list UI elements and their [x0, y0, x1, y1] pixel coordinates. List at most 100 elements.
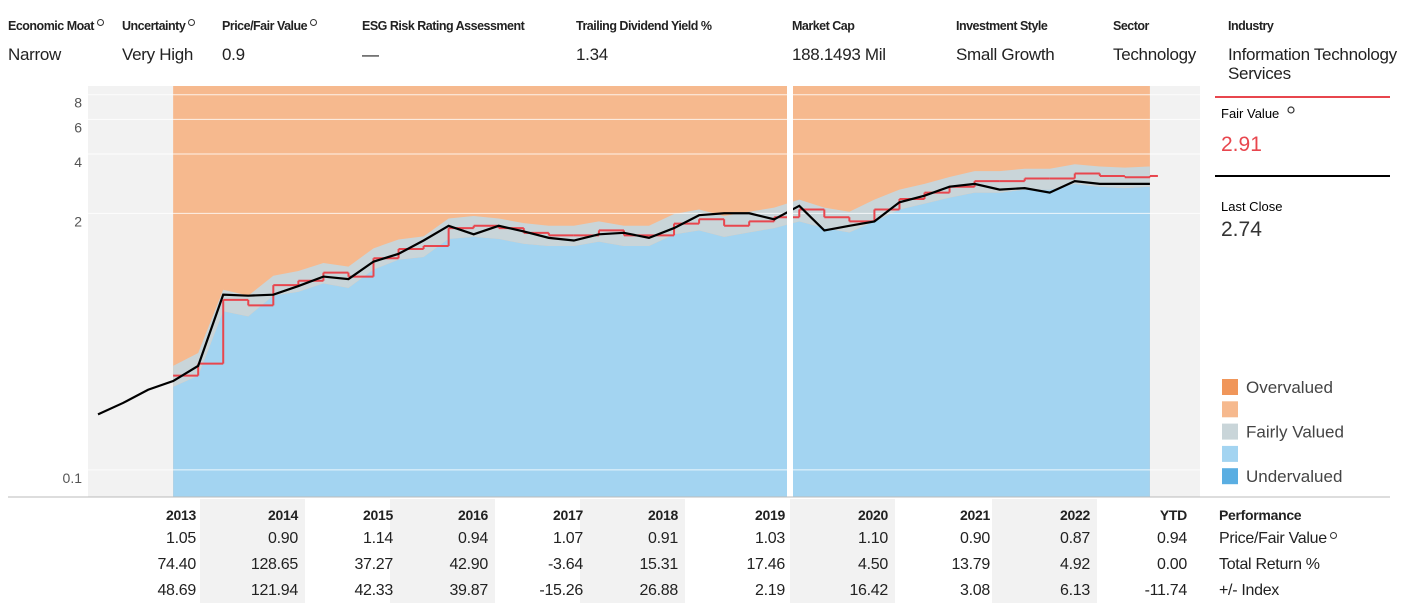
table-cell: 15.31 [639, 556, 678, 573]
table-cell: 4.92 [1060, 556, 1090, 573]
y-tick-label: 6 [74, 119, 82, 135]
table-cell: 0.90 [960, 530, 990, 547]
header-label: Uncertainty [122, 19, 196, 33]
table-cell: 37.27 [354, 556, 393, 573]
row-label: Price/Fair Value [1219, 530, 1337, 548]
header-label: Economic Moat [8, 19, 104, 33]
y-tick-label: 4 [74, 154, 82, 170]
y-tick-label: 0.1 [63, 470, 83, 486]
table-cell: 13.79 [951, 556, 990, 573]
legend-swatch [1222, 379, 1238, 395]
table-cell: 0.94 [1157, 530, 1187, 547]
table-cell: 26.88 [639, 582, 678, 599]
table-cell: 1.10 [858, 530, 888, 547]
table-cell: 0.94 [458, 530, 488, 547]
column-header: 2015 [363, 507, 393, 523]
column-shade [200, 499, 305, 603]
header-label: Market Cap [792, 19, 855, 33]
header-value: Very High [122, 45, 194, 64]
valuation-band [173, 183, 1150, 497]
header-label: Trailing Dividend Yield % [576, 19, 712, 33]
table-cell: 128.65 [250, 556, 298, 573]
table-cell: -11.74 [1144, 582, 1188, 599]
table-cell: 0.90 [268, 530, 298, 547]
legend-swatch [1222, 423, 1238, 440]
column-header: 2022 [1060, 507, 1090, 523]
column-shade [992, 499, 1097, 603]
header-label: Investment Style [956, 19, 1048, 33]
table-cell: 0.91 [648, 530, 678, 547]
legend-swatch [1222, 445, 1238, 462]
table-cell: 0.00 [1157, 556, 1187, 573]
table-cell: 4.50 [858, 556, 888, 573]
table-cell: 42.33 [354, 582, 393, 599]
row-label: +/- Index [1219, 582, 1280, 599]
table-title: Performance [1219, 507, 1302, 523]
info-icon [310, 19, 318, 26]
header-value: — [362, 45, 379, 64]
last-close: 2.74 [1221, 218, 1262, 241]
header-label: Price/Fair Value [222, 19, 318, 33]
column-shade [580, 499, 685, 603]
header-value: Information Technology Services [1228, 45, 1397, 83]
table-cell: 1.07 [553, 530, 583, 547]
header-value: Narrow [8, 45, 61, 64]
row-label: Total Return % [1219, 556, 1320, 573]
header-value: 188.1493 Mil [792, 45, 886, 64]
header-value: Technology [1113, 45, 1197, 64]
fair-value-label: Fair Value [1221, 106, 1279, 121]
gap-divider [787, 86, 793, 497]
table-cell: 6.13 [1060, 582, 1090, 599]
table-cell: 74.40 [157, 556, 196, 573]
column-header: 2018 [648, 507, 678, 523]
valuation-band [173, 164, 1150, 387]
legend-swatch [1222, 401, 1238, 418]
column-shade [390, 499, 495, 603]
legend-label: Overvalued [1246, 378, 1333, 397]
column-header: 2017 [553, 507, 583, 523]
column-header: 2016 [458, 507, 488, 523]
column-header: 2013 [166, 507, 196, 523]
y-tick-label: 2 [74, 213, 82, 229]
table-cell: 1.14 [363, 530, 393, 547]
legend: Overvalued Fairly Valued Undervalued [1222, 378, 1344, 486]
legend-label: Undervalued [1246, 467, 1342, 486]
last-close-label: Last Close [1221, 199, 1282, 214]
table-cell: 0.87 [1060, 530, 1090, 547]
info-icon [188, 19, 196, 26]
header-value: 0.9 [222, 45, 245, 64]
legend-label: Fairly Valued [1246, 423, 1344, 442]
table-cell: 42.90 [449, 556, 488, 573]
info-icon [1329, 532, 1337, 539]
header-label: ESG Risk Rating Assessment [362, 19, 525, 33]
column-header: 2021 [960, 507, 990, 523]
header-value: 1.34 [576, 45, 608, 64]
table-cell: 16.42 [849, 582, 888, 599]
table-cell: 1.05 [166, 530, 196, 547]
legend-swatch [1222, 468, 1238, 485]
table-cell: 17.46 [746, 556, 785, 573]
info-icon [1287, 106, 1295, 114]
header-label: Sector [1113, 19, 1149, 33]
table-cell: 1.03 [755, 530, 785, 547]
fair-value: 2.91 [1221, 133, 1262, 156]
table-cell: 121.94 [250, 582, 298, 599]
column-shade [790, 499, 895, 603]
table-cell: 2.19 [755, 582, 785, 599]
header-label: Industry [1228, 19, 1274, 33]
column-header: 2019 [755, 507, 785, 523]
info-icon [96, 19, 104, 26]
column-header: YTD [1159, 507, 1187, 523]
table-cell: -3.64 [548, 556, 583, 573]
table-cell: -15.26 [539, 582, 583, 599]
price-line [97, 180, 1150, 416]
plot [8, 86, 1200, 497]
table-cell: 48.69 [157, 582, 196, 599]
table-cell: 39.87 [449, 582, 488, 599]
column-header: 2014 [268, 507, 298, 523]
y-tick-label: 8 [74, 95, 82, 111]
header-value: Small Growth [956, 45, 1055, 64]
